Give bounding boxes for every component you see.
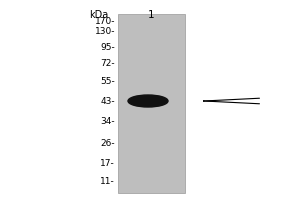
Text: 17-: 17- (100, 158, 115, 168)
Text: 1: 1 (148, 10, 154, 20)
Text: 11-: 11- (100, 176, 115, 186)
Text: 95-: 95- (100, 43, 115, 51)
Text: 34-: 34- (100, 116, 115, 126)
Ellipse shape (128, 95, 168, 107)
Text: kDa: kDa (89, 10, 108, 20)
Text: 26-: 26- (100, 138, 115, 148)
Text: 170-: 170- (94, 18, 115, 26)
Text: 72-: 72- (100, 60, 115, 68)
Text: 43-: 43- (100, 97, 115, 106)
Bar (118, 14, 185, 193)
Text: 130-: 130- (94, 27, 115, 36)
Text: 55-: 55- (100, 76, 115, 86)
